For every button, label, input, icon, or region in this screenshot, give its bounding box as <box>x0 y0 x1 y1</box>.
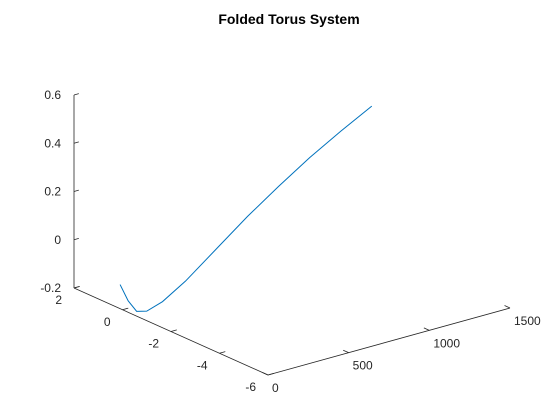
y-tick-label: 0 <box>104 315 111 329</box>
y-tick-label: -4 <box>197 358 208 372</box>
x-tick-label: 1000 <box>433 336 460 350</box>
x-tick-mark <box>262 372 269 376</box>
z-tick-label: 0 <box>54 233 61 247</box>
x-tick-label: 0 <box>272 381 279 395</box>
chart-title: Folded Torus System <box>218 11 359 27</box>
axes: 0 500 1000 1500 -6 -4 -2 0 2-0.2 0 0.2 0.4 0.6 <box>40 88 541 395</box>
x-tick-mark <box>504 305 511 309</box>
x-axis-line <box>267 307 511 376</box>
series-line <box>119 105 373 312</box>
y-tick-mark <box>219 351 226 354</box>
x-tick-label: 500 <box>353 359 373 373</box>
plot-area <box>119 105 373 312</box>
z-tick-label: 0.4 <box>44 136 61 150</box>
z-tick-mark <box>73 286 79 289</box>
y-tick-mark <box>267 373 274 376</box>
y-tick-label: -2 <box>148 337 159 351</box>
y-tick-mark <box>170 329 177 332</box>
x-tick-label: 1500 <box>514 314 541 328</box>
z-tick-mark <box>73 93 79 96</box>
z-tick-mark <box>73 141 79 144</box>
x-tick-mark <box>423 327 430 331</box>
x-tick-mark <box>343 349 349 354</box>
y-tick-mark <box>122 307 129 311</box>
y-tick-label: -6 <box>245 380 256 394</box>
z-tick-label: 0.6 <box>44 88 61 102</box>
y-tick-label: 2 <box>55 293 62 307</box>
z-tick-mark <box>73 238 79 241</box>
z-tick-label: 0.2 <box>44 185 61 199</box>
z-tick-label: -0.2 <box>40 281 61 295</box>
z-tick-mark <box>73 189 79 192</box>
